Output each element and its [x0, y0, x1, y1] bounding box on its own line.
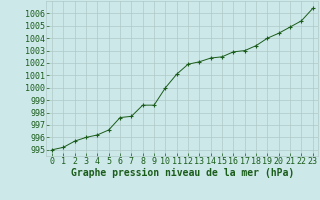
X-axis label: Graphe pression niveau de la mer (hPa): Graphe pression niveau de la mer (hPa)	[71, 168, 294, 178]
